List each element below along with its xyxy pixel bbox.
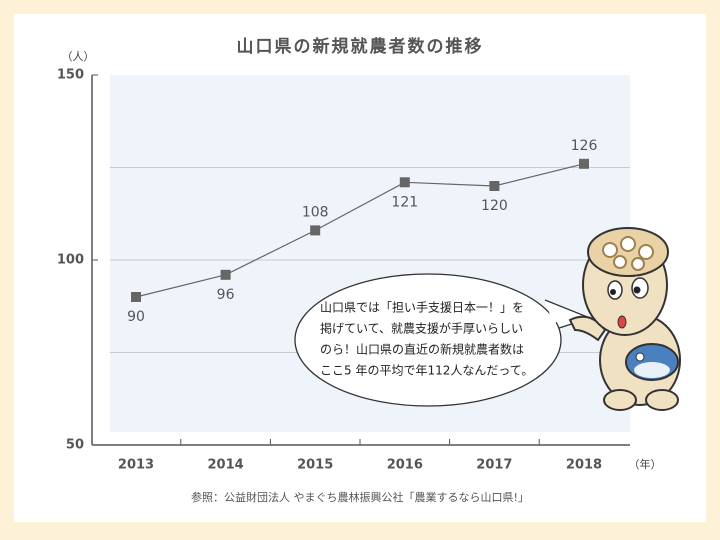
x-tick-label: 2015	[297, 458, 333, 473]
x-unit: （年）	[629, 457, 662, 471]
marker	[310, 225, 321, 236]
marker	[579, 158, 589, 169]
y-unit: （人）	[62, 50, 95, 63]
value-label: 120	[481, 198, 508, 214]
marker	[131, 292, 141, 302]
x-tick-label: 2016	[387, 458, 423, 473]
y-tick-label: 50	[66, 438, 84, 453]
source: 参照：公益財団法人 やまぐち農林振興公社「農業するなら山口県!」	[191, 490, 529, 504]
value-label: 121	[391, 194, 418, 210]
bubble-line: ここ5 年の平均で年112人なんだって。	[320, 364, 533, 378]
x-tick-label: 2014	[208, 458, 244, 473]
line	[135, 163, 585, 298]
marker	[489, 181, 500, 191]
value-label: 90	[127, 309, 145, 325]
marker	[399, 177, 410, 188]
x-tick-label: 2017	[476, 458, 512, 473]
value-label: 96	[217, 287, 235, 303]
y-tick-label: 100	[57, 253, 84, 268]
speech-bubble	[294, 273, 592, 407]
mascot	[568, 227, 681, 411]
marker	[220, 269, 231, 280]
chart-title: 山口県の新規就農者数の推移	[237, 36, 484, 57]
bubble-line: のら！山口県の直近の新規就農者数は	[320, 342, 524, 357]
x-tick-label: 2018	[566, 458, 602, 473]
series: 90 96 108 121 120 126	[127, 138, 597, 325]
bubble-line: 山口県では「担い手支援日本一！」を	[320, 301, 524, 315]
value-label: 126	[571, 138, 598, 154]
bubble-text: 山口県では「担い手支援日本一！」を掲げていて、就農支援が手厚いらしいのら！山口県…	[320, 301, 533, 378]
value-label: 108	[302, 204, 329, 220]
x-tick-label: 2013	[118, 458, 154, 473]
y-tick-label: 150	[57, 68, 84, 83]
bubble-line: 掲げていて、就農支援が手厚いらしい	[320, 321, 523, 336]
